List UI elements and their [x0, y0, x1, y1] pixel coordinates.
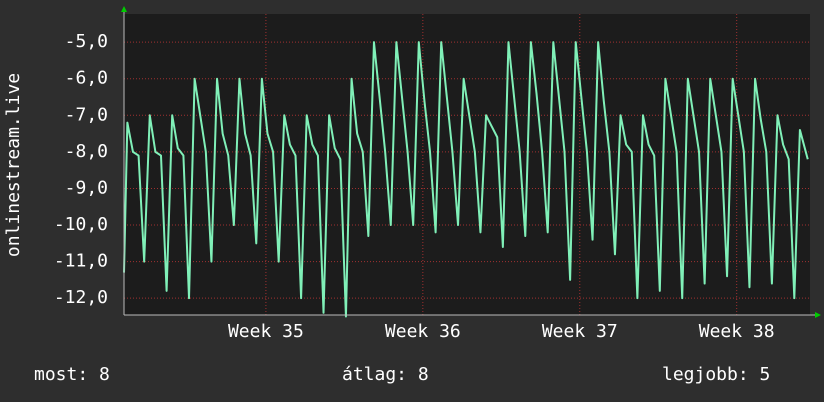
y-tick-label: -11,0: [54, 251, 108, 272]
y-tick-label: -8,0: [65, 141, 108, 162]
y-tick-label: -12,0: [54, 287, 108, 308]
stat: átlag: 8: [342, 364, 429, 385]
stat-value: 8: [418, 364, 429, 385]
y-tick-label: -6,0: [65, 68, 108, 89]
x-tick-label: Week 38: [699, 321, 775, 342]
y-arrow: [121, 6, 127, 12]
x-tick-label: Week 36: [385, 321, 461, 342]
y-tick-label: -7,0: [65, 104, 108, 125]
x-tick-label: Week 35: [228, 321, 304, 342]
grid: [124, 14, 810, 315]
stat-value: 5: [760, 364, 771, 385]
line: [123, 41, 809, 318]
stat-label: legjobb:: [662, 364, 749, 385]
stat: most: 8: [34, 364, 110, 385]
y-tick-label: -5,0: [65, 31, 108, 52]
plot-area: [124, 14, 810, 315]
y-axis-label: onlinestream.live: [3, 73, 24, 257]
stat-label: átlag:: [342, 364, 407, 385]
y-tick-label: -10,0: [54, 214, 108, 235]
series: [123, 41, 809, 318]
x-tick-label: Week 37: [542, 321, 618, 342]
x-arrow: [815, 312, 821, 318]
stat-label: most:: [34, 364, 88, 385]
y-tick-label: -9,0: [65, 177, 108, 198]
stat-value: 8: [99, 364, 110, 385]
stat: legjobb: 5: [662, 364, 770, 385]
